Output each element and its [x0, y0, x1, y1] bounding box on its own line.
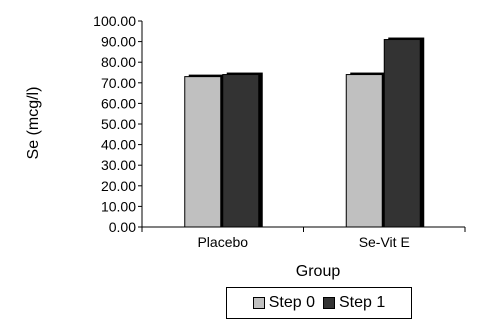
y-tick-label: 70.00 [101, 75, 136, 91]
bars [184, 37, 425, 228]
x-axis-title: Group [296, 263, 341, 280]
y-tick-label: 30.00 [101, 157, 136, 173]
bar-step-0-se-vit-e [345, 74, 383, 228]
y-tick-label: 50.00 [101, 116, 136, 132]
y-tick-label: 80.00 [101, 54, 136, 70]
bar-step-1-se-vit-e [383, 39, 421, 228]
y-tick-label: 90.00 [101, 34, 136, 50]
legend-item-step-0: Step 0 [252, 294, 315, 312]
x-tick-label: Placebo [197, 234, 248, 250]
y-axis: 0.00 10.00 20.00 30.00 40.00 50.00 60.00 70.00 8… [93, 13, 142, 235]
x-tick-label: Se-Vit E [359, 234, 410, 250]
y-tick-label: 10.00 [101, 198, 136, 214]
legend-label-step-0: Step 0 [268, 294, 315, 311]
bar-chart: 0.00 10.00 20.00 30.00 40.00 50.00 60.00 70.00 8… [25, 13, 466, 280]
y-tick-label: 0.00 [109, 219, 136, 235]
x-axis: Placebo Se-Vit E [141, 227, 466, 250]
y-axis-title: Se (mcg/l) [25, 87, 42, 160]
y-tick-label: 20.00 [101, 178, 136, 194]
legend-swatch-step-1 [323, 297, 335, 309]
legend-item-step-1: Step 1 [323, 294, 385, 312]
bar-step-0-placebo [184, 76, 222, 228]
y-tick-label: 40.00 [101, 137, 136, 153]
bar-step-1-placebo [222, 74, 260, 228]
legend: Step 0 Step 1 [226, 287, 412, 319]
y-tick-label: 100.00 [93, 13, 136, 29]
legend-label-step-1: Step 1 [339, 294, 386, 311]
legend-swatch-step-0 [252, 297, 265, 309]
y-tick-label: 60.00 [101, 95, 136, 111]
